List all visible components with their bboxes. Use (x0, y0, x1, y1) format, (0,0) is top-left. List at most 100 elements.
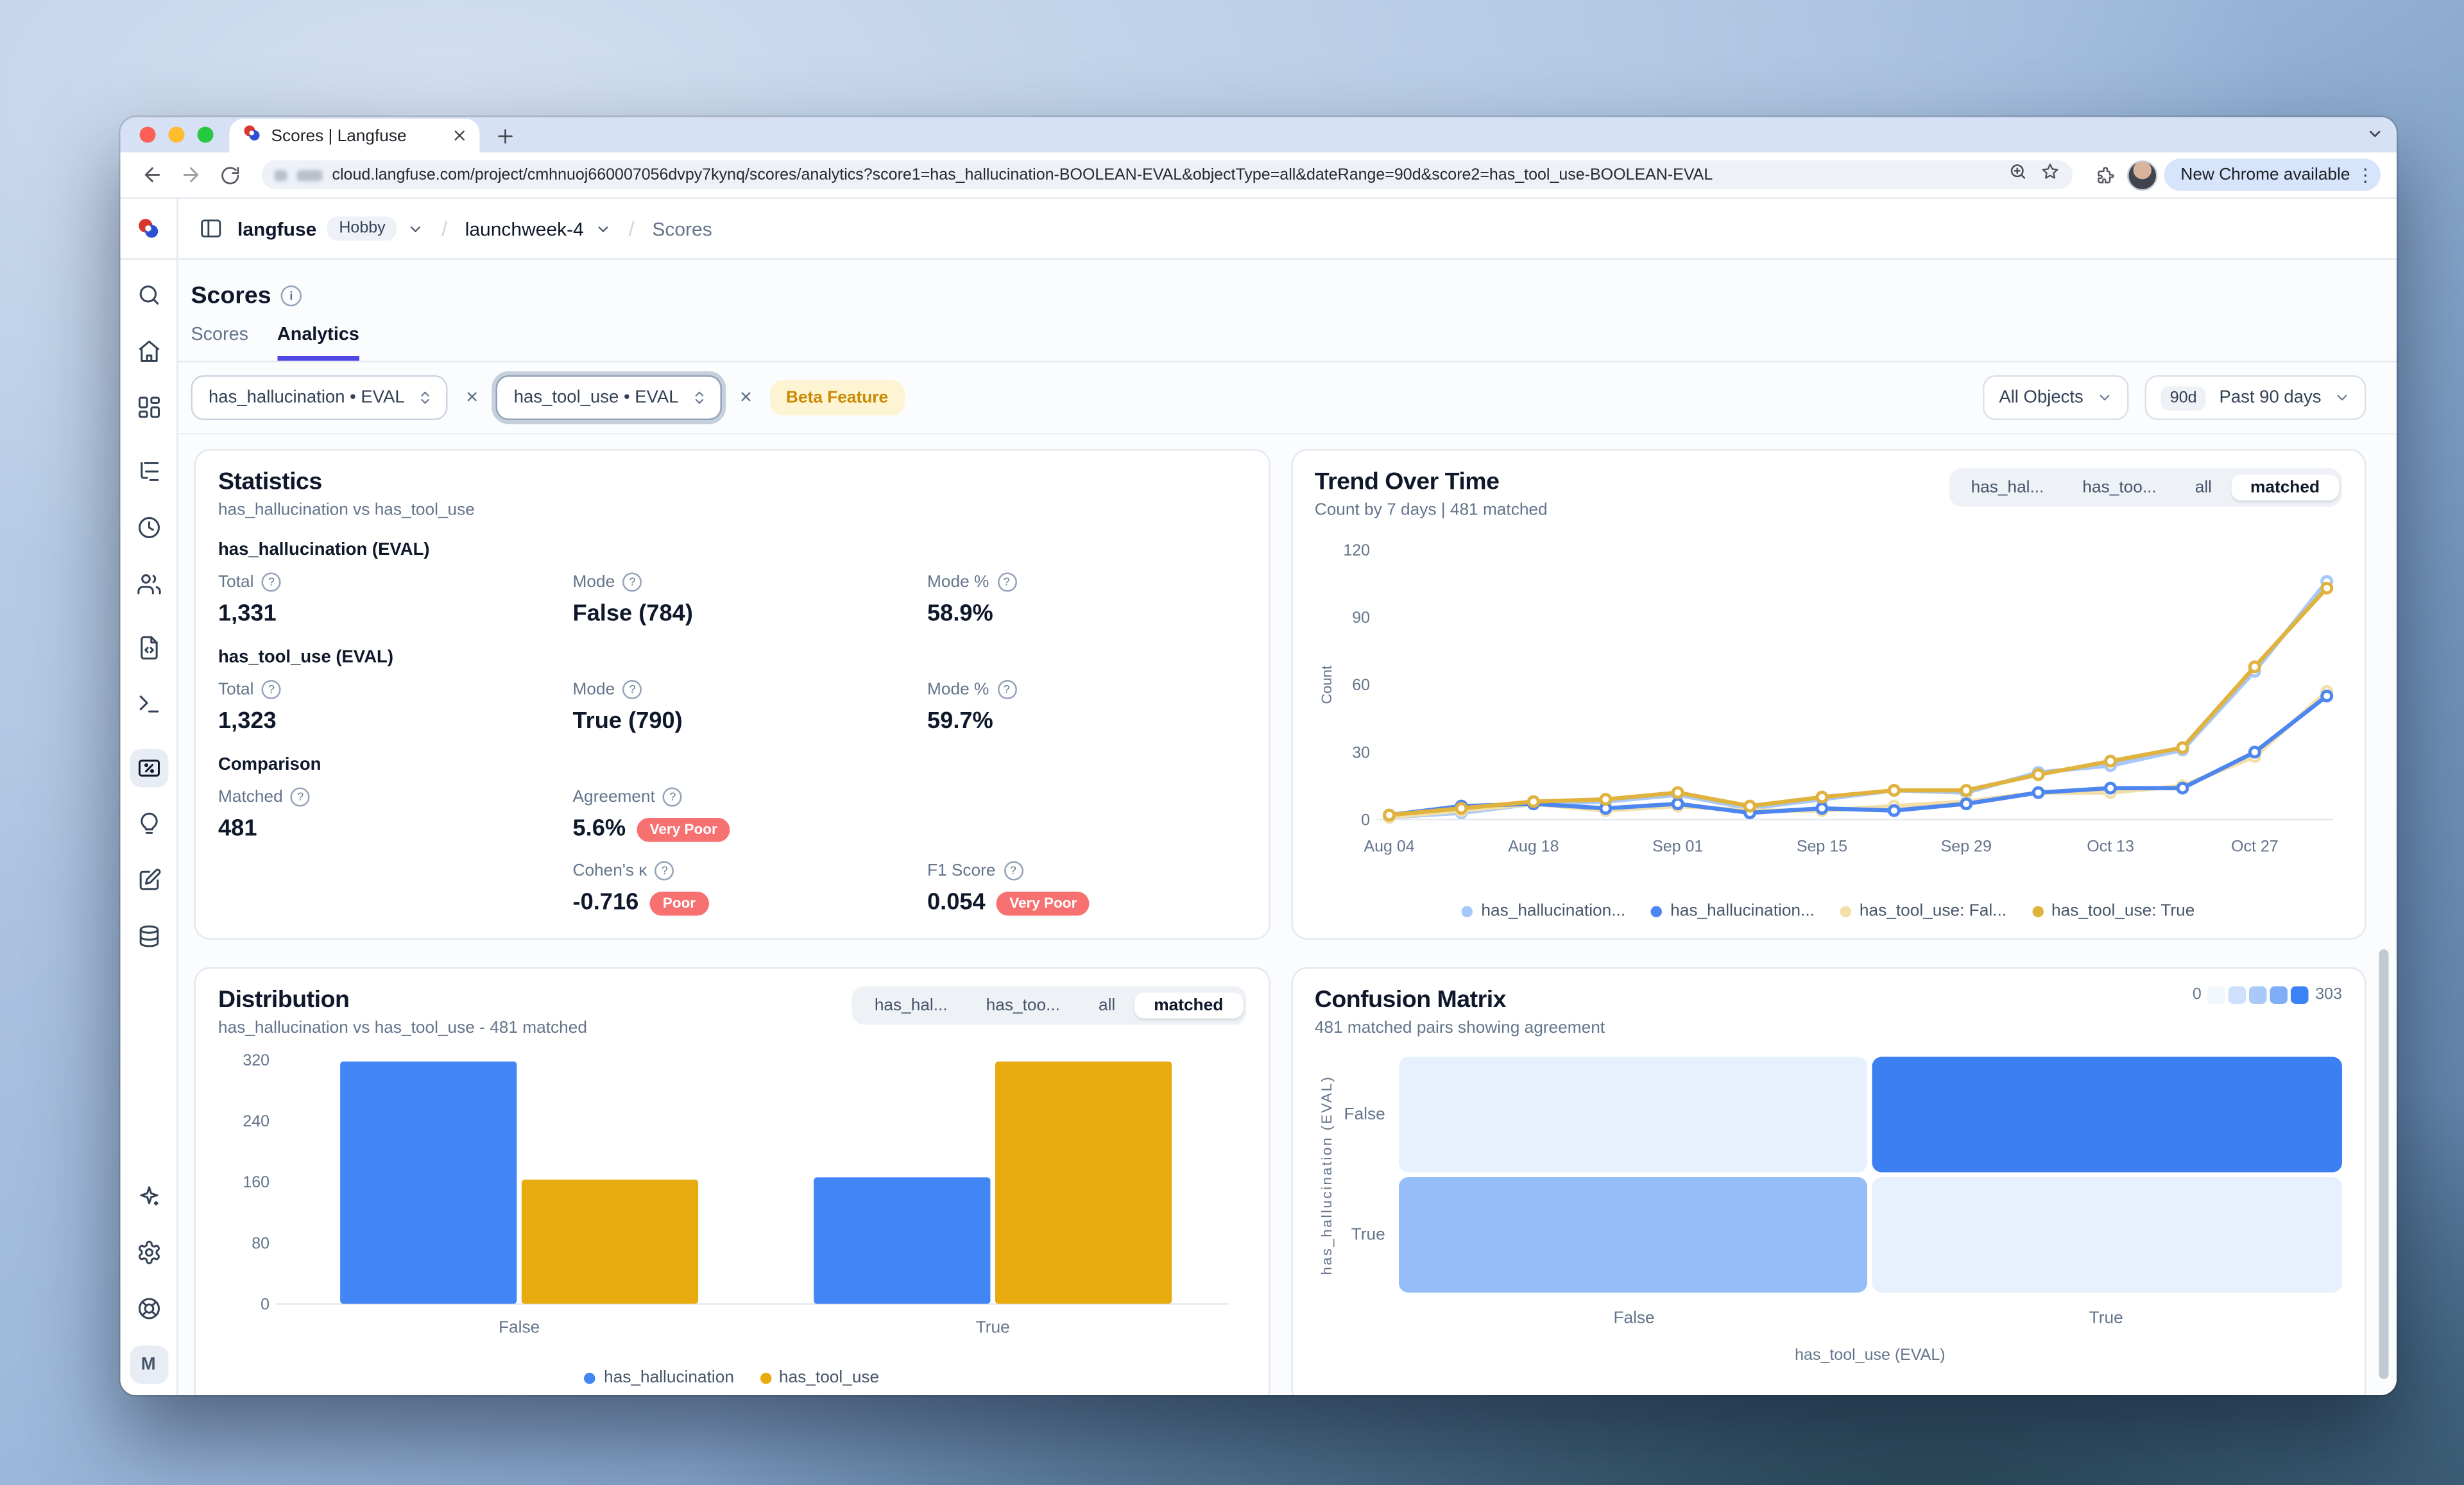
scores-nav-icon[interactable] (129, 749, 168, 788)
matrix-cell-true-false[interactable] (1398, 1177, 1868, 1293)
stat-agreement: Agreement 5.6%Very Poor (573, 787, 928, 842)
kappa-status-badge: Poor (649, 890, 709, 915)
chevron-down-icon (2100, 395, 2109, 401)
distribution-segment-matched[interactable]: matched (1134, 992, 1243, 1019)
new-tab-button[interactable] (490, 121, 522, 153)
help-icon[interactable] (261, 572, 281, 592)
maximize-window-button[interactable] (197, 126, 214, 143)
prompts-file-code-icon[interactable] (129, 629, 167, 667)
user-avatar[interactable]: M (129, 1345, 168, 1384)
sessions-clock-icon[interactable] (129, 509, 167, 547)
score2-select[interactable]: has_tool_use • EVAL (496, 375, 723, 420)
svg-text:Oct 27: Oct 27 (2230, 838, 2278, 856)
confusion-y-axis-label: has_hallucination (EVAL) (1317, 1074, 1334, 1275)
matrix-cell-true-true[interactable] (1872, 1177, 2342, 1293)
trend-segment-matched[interactable]: matched (2231, 475, 2339, 500)
help-icon[interactable] (997, 680, 1016, 699)
favicon-langfuse-icon (243, 121, 262, 150)
trend-title: Trend Over Time (1314, 468, 1500, 496)
extensions-puzzle-icon[interactable] (2089, 159, 2121, 191)
comparison-heading: Comparison (218, 755, 321, 775)
dashboards-icon[interactable] (129, 388, 167, 427)
browser-tab[interactable]: Scores | Langfuse (229, 119, 480, 153)
users-icon[interactable] (129, 564, 167, 603)
help-icon[interactable] (622, 572, 642, 592)
scale-swatch (2229, 986, 2246, 1004)
legend-dot (1651, 905, 1663, 917)
evals-lightbulb-icon[interactable] (129, 805, 167, 844)
distribution-segment-all[interactable]: all (1098, 996, 1116, 1015)
playground-terminal-icon[interactable] (129, 685, 167, 724)
object-type-select[interactable]: All Objects (1983, 375, 2128, 420)
zoom-page-icon[interactable] (2009, 160, 2028, 189)
info-icon[interactable] (280, 285, 302, 307)
analytics-cards: Statistics has_hallucination vs has_tool… (178, 435, 2397, 1395)
org-name[interactable]: langfuse (237, 217, 317, 240)
svg-text:320: 320 (243, 1051, 270, 1069)
trend-segment-all[interactable]: all (2194, 478, 2212, 497)
svg-text:120: 120 (1342, 541, 1369, 559)
tracing-icon[interactable] (129, 452, 167, 491)
main-content: Scores Scores Analytics has_hallucinatio… (178, 260, 2397, 1395)
row-label-false: False (1344, 1105, 1385, 1124)
browser-menu-icon[interactable] (2357, 164, 2375, 185)
distribution-segment-score2[interactable]: has_too... (986, 996, 1060, 1015)
search-icon[interactable] (129, 276, 167, 314)
browser-toolbar: cloud.langfuse.com/project/cmhnuoj660007… (120, 152, 2397, 199)
annotation-square-pen-icon[interactable] (129, 861, 167, 900)
help-icon[interactable] (1004, 861, 1023, 881)
settings-gear-icon[interactable] (129, 1234, 167, 1272)
forward-icon[interactable] (175, 159, 207, 191)
help-icon[interactable] (654, 861, 674, 881)
distribution-segment-score1[interactable]: has_hal... (874, 996, 948, 1015)
help-icon[interactable] (997, 572, 1016, 592)
site-permission-icon[interactable] (274, 169, 287, 181)
tab-search-icon[interactable] (2366, 122, 2384, 151)
help-icon[interactable] (663, 787, 683, 807)
tab-analytics[interactable]: Analytics (277, 326, 359, 361)
bookmark-star-icon[interactable] (2041, 160, 2060, 189)
stat-modepct-1: Mode % 58.9% (927, 572, 1245, 627)
close-tab-icon[interactable] (452, 121, 467, 150)
page-scrollbar-thumb[interactable] (2379, 949, 2389, 1379)
close-window-button[interactable] (139, 126, 156, 143)
tab-scores[interactable]: Scores (191, 325, 248, 345)
score1-select[interactable]: has_hallucination • EVAL (191, 375, 449, 420)
chrome-update-pill[interactable]: New Chrome available (2164, 158, 2381, 191)
datasets-database-icon[interactable] (129, 917, 167, 956)
org-switcher-chevron-icon[interactable] (408, 221, 424, 237)
url-text[interactable]: cloud.langfuse.com/project/cmhnuoj660007… (332, 165, 1713, 184)
svg-text:80: 80 (252, 1234, 270, 1252)
date-range-select[interactable]: 90d Past 90 days (2144, 375, 2366, 420)
browser-window: Scores | Langfuse (120, 117, 2397, 1395)
trend-segment-score1[interactable]: has_hal... (1971, 478, 2044, 497)
score2-select-value: has_tool_use • EVAL (513, 388, 679, 407)
trend-segment-score2[interactable]: has_too... (2082, 478, 2157, 497)
remove-score1-icon[interactable] (459, 385, 485, 411)
project-name[interactable]: launchweek-4 (465, 217, 584, 240)
help-icon[interactable] (622, 680, 642, 699)
browser-tabstrip: Scores | Langfuse (120, 117, 2397, 153)
url-bar[interactable]: cloud.langfuse.com/project/cmhnuoj660007… (261, 160, 2073, 189)
matrix-cell-false-true[interactable] (1872, 1056, 2342, 1173)
sidebar-toggle-icon[interactable] (194, 212, 227, 244)
remove-score2-icon[interactable] (733, 385, 759, 411)
project-switcher-chevron-icon[interactable] (595, 221, 611, 237)
browser-profile-avatar[interactable] (2127, 159, 2159, 191)
site-permission-icon[interactable] (296, 169, 323, 181)
help-icon[interactable] (291, 787, 311, 807)
back-icon[interactable] (137, 159, 169, 191)
svg-text:240: 240 (243, 1112, 270, 1130)
statistics-title: Statistics (218, 468, 322, 496)
help-icon[interactable] (261, 680, 281, 699)
breadcrumb-separator: / (628, 216, 635, 241)
score1-heading: has_hallucination (EVAL) (218, 540, 430, 560)
whats-new-sparkle-icon[interactable] (129, 1177, 167, 1216)
support-lifebuoy-icon[interactable] (129, 1289, 167, 1328)
langfuse-logo-icon[interactable] (121, 199, 178, 259)
reload-icon[interactable] (214, 159, 246, 191)
minimize-window-button[interactable] (168, 126, 185, 143)
matrix-cell-false-false[interactable] (1398, 1056, 1868, 1173)
home-icon[interactable] (129, 332, 167, 371)
distribution-segmented-control: has_hal... has_too... all matched (851, 986, 1246, 1025)
